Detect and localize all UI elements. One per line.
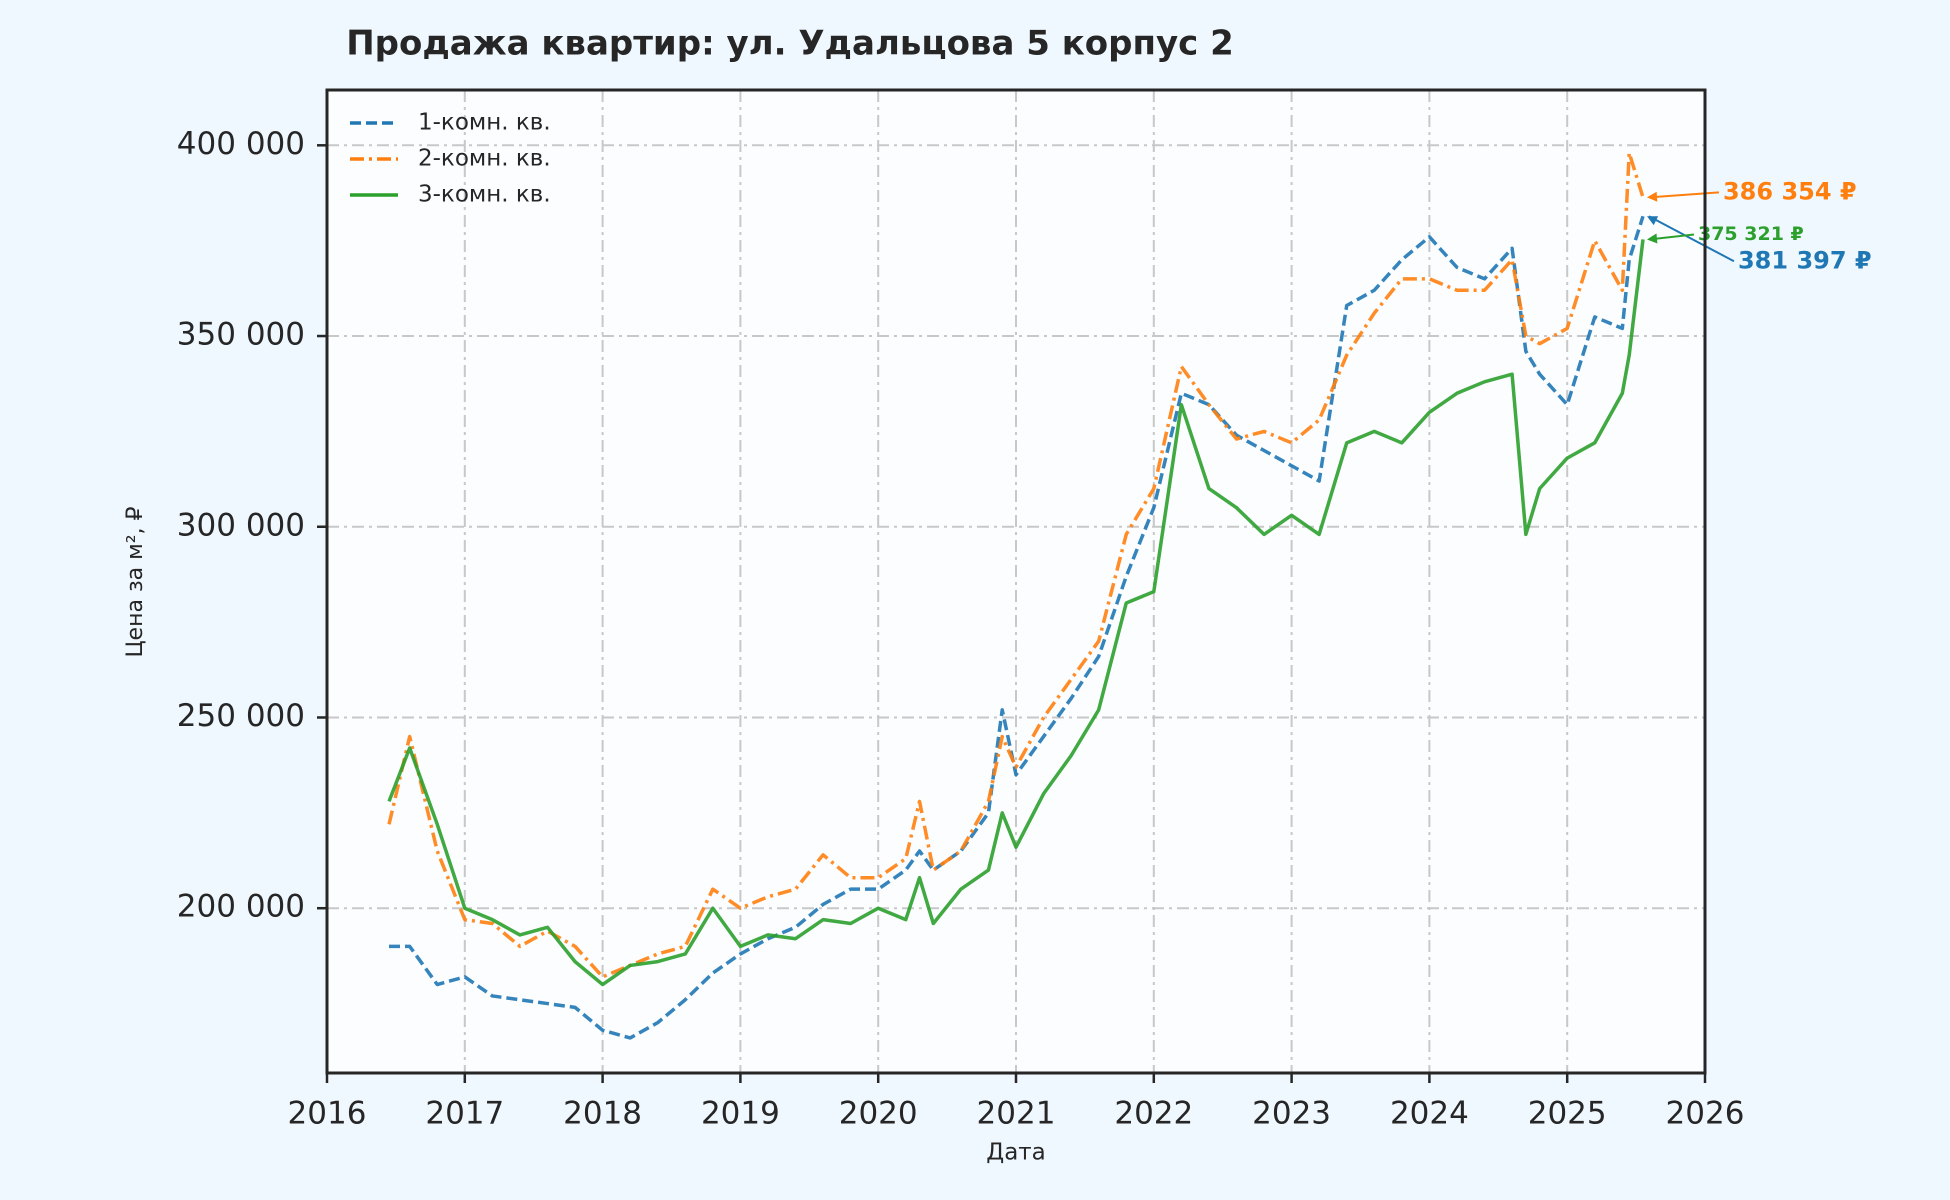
- series-line: [387, 151, 1645, 979]
- x-tick-label: 2023: [1252, 1096, 1331, 1132]
- legend-label: 3-комн. кв.: [418, 182, 551, 208]
- x-tick-label: 2019: [701, 1096, 780, 1132]
- x-tick-label: 2021: [977, 1096, 1056, 1132]
- x-tick-label: 2016: [288, 1096, 367, 1132]
- annotation-arrowhead: [1646, 216, 1659, 226]
- annotation-arrow: [1648, 191, 1720, 199]
- x-axis-label: Дата: [986, 1140, 1046, 1166]
- x-tick-label: 2022: [1114, 1096, 1193, 1132]
- legend-label: 1-комн. кв.: [418, 110, 551, 136]
- x-tick-label: 2020: [839, 1096, 918, 1132]
- series-line: [389, 215, 1645, 1040]
- y-tick-label: 400 000: [177, 126, 305, 162]
- plot-frame: [325, 88, 1707, 1075]
- series-line: [387, 239, 1645, 987]
- y-axis-label: Цена за м², ₽: [123, 506, 148, 657]
- y-tick-label: 250 000: [177, 698, 305, 734]
- data-label: 375 321 ₽: [1698, 223, 1804, 245]
- annotation-arrowhead: [1646, 233, 1658, 244]
- x-tick-label: 2017: [425, 1096, 504, 1132]
- data-label: 386 354 ₽: [1723, 177, 1857, 205]
- chart-title: Продажа квартир: ул. Удальцова 5 корпус …: [346, 24, 1234, 64]
- legend-label: 2-комн. кв.: [418, 146, 551, 172]
- y-tick-label: 300 000: [177, 507, 305, 543]
- annotation-arrow: [1648, 215, 1735, 263]
- data-label: 381 397 ₽: [1738, 246, 1872, 274]
- x-tick-label: 2018: [563, 1096, 642, 1132]
- x-tick-label: 2024: [1390, 1096, 1469, 1132]
- y-tick-label: 350 000: [177, 317, 305, 353]
- y-tick-label: 200 000: [177, 889, 305, 925]
- annotation-arrowhead: [1646, 191, 1658, 202]
- x-tick-label: 2025: [1528, 1096, 1607, 1132]
- x-tick-label: 2026: [1666, 1096, 1745, 1132]
